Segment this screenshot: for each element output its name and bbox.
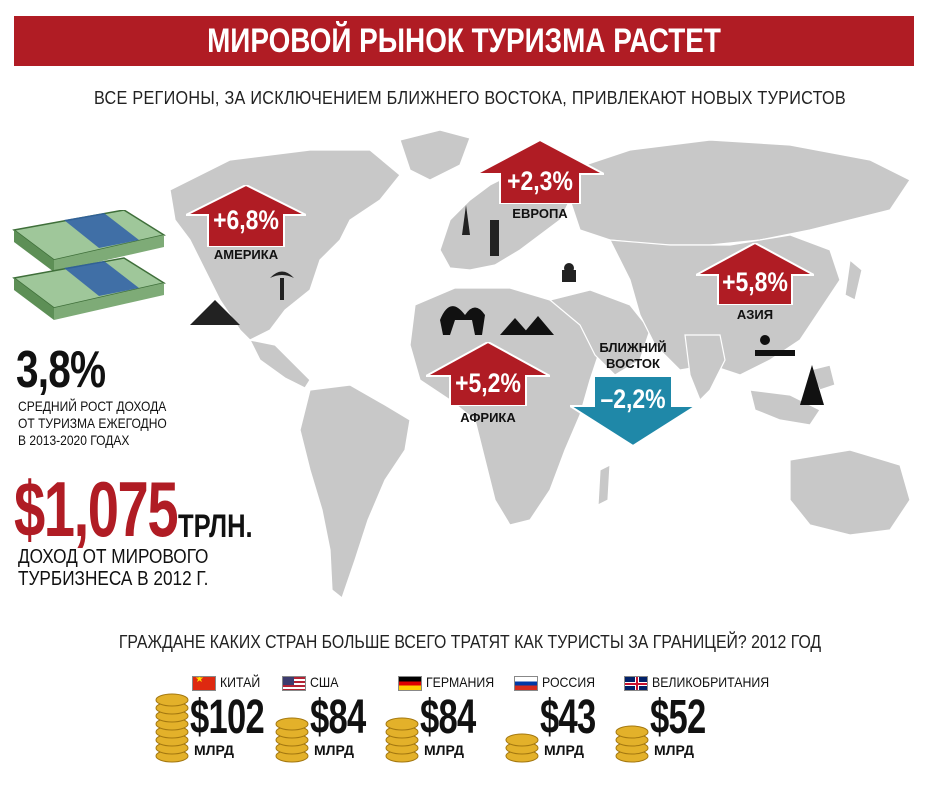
- country-amount: $84: [310, 691, 366, 744]
- russia-flag-icon: [514, 676, 538, 691]
- region-asia-label: АЗИЯ: [736, 307, 774, 322]
- income-description: ДОХОД ОТ МИРОВОГО ТУРБИЗНЕСА В 2012 Г.: [18, 546, 242, 590]
- country-name: США: [310, 674, 339, 690]
- germany-flag-icon: [398, 676, 422, 691]
- country-unit: МЛРД: [654, 742, 694, 758]
- coin-stack-icon: [275, 717, 309, 763]
- egypt-pyramids-icon: [500, 316, 554, 335]
- country-amount: $84: [420, 691, 476, 744]
- income-unit: ТРЛН.: [178, 508, 253, 544]
- country-china: ★ КИТАЙ $102 МЛРД: [152, 672, 282, 772]
- usa-flag-icon: [282, 676, 306, 691]
- region-america-value: +6,8%: [213, 205, 279, 235]
- down-arrow-icon: [570, 376, 696, 446]
- growth-value: 3,8%: [16, 341, 106, 399]
- region-america-label: АМЕРИКА: [213, 247, 279, 262]
- country-name: РОССИЯ: [542, 674, 596, 690]
- growth-desc-line-2: ОТ ТУРИЗМА ЕЖЕГОДНО: [18, 415, 167, 431]
- palm-tree-icon: [270, 271, 294, 300]
- region-middle-east-label: БЛИЖНИЙ ВОСТОК: [599, 340, 667, 371]
- country-unit: МЛРД: [314, 742, 354, 758]
- country-amount: $102: [190, 691, 265, 744]
- coin-stack-icon: [615, 725, 649, 763]
- country-name: КИТАЙ: [220, 674, 261, 690]
- coin-stack-icon: [505, 733, 539, 763]
- pisa-tower-icon: [490, 220, 499, 256]
- up-arrow-icon: [475, 138, 605, 205]
- country-amount: $43: [540, 691, 596, 744]
- growth-desc-line-3: В 2013-2020 ГОДАХ: [18, 432, 130, 448]
- income-value: $1,075: [14, 465, 179, 553]
- massage-icon: [755, 335, 795, 356]
- region-europe-label: ЕВРОПА: [512, 206, 568, 221]
- income-desc-line-1: ДОХОД ОТ МИРОВОГО: [18, 546, 209, 568]
- country-unit: МЛРД: [194, 742, 234, 758]
- china-flag-icon: ★: [192, 676, 216, 691]
- region-middle-east: БЛИЖНИЙ ВОСТОК –2,2%: [570, 340, 696, 448]
- region-asia-value: +5,8%: [722, 267, 788, 297]
- page-subtitle: ВСЕ РЕГИОНЫ, ЗА ИСКЛЮЧЕНИЕМ БЛИЖНЕГО ВОС…: [94, 88, 846, 108]
- up-arrow-icon: [185, 183, 307, 248]
- pyramid-icon: [190, 300, 240, 325]
- country-russia: РОССИЯ $43 МЛРД: [502, 672, 632, 772]
- region-africa: +5,2% АФРИКА: [425, 340, 551, 426]
- region-america: +6,8% АМЕРИКА: [185, 183, 307, 265]
- country-amount: $52: [650, 691, 706, 744]
- temple-icon: [800, 365, 824, 405]
- title-banner: МИРОВОЙ РЫНОК ТУРИЗМА РАСТЕТ: [14, 16, 914, 66]
- income-desc-line-2: ТУРБИЗНЕСА В 2012 Г.: [18, 568, 209, 590]
- mosque-icon: [562, 263, 576, 282]
- country-name: ВЕЛИКОБРИТАНИЯ: [652, 674, 770, 690]
- coin-stack-icon: [385, 717, 419, 763]
- country-unit: МЛРД: [544, 742, 584, 758]
- eiffel-tower-icon: [462, 205, 470, 235]
- region-europe-value: +2,3%: [507, 166, 573, 196]
- spending-title: ГРАЖДАНЕ КАКИХ СТРАН БОЛЬШЕ ВСЕГО ТРАТЯТ…: [118, 632, 822, 652]
- up-arrow-icon: [695, 241, 815, 306]
- region-middle-east-value: –2,2%: [600, 384, 666, 414]
- growth-desc-line-1: СРЕДНИЙ РОСТ ДОХОДА: [18, 398, 167, 414]
- up-arrow-icon: [425, 340, 551, 407]
- world-map: [169, 129, 911, 600]
- coin-stack-icon: [155, 693, 189, 763]
- region-africa-value: +5,2%: [455, 368, 521, 398]
- growth-description: СРЕДНИЙ РОСТ ДОХОДА ОТ ТУРИЗМА ЕЖЕГОДНО …: [18, 398, 190, 449]
- country-unit: МЛРД: [424, 742, 464, 758]
- region-africa-label: АФРИКА: [460, 410, 516, 425]
- page-title: МИРОВОЙ РЫНОК ТУРИЗМА РАСТЕТ: [207, 22, 721, 60]
- money-stack-icon: [12, 210, 166, 320]
- country-usa: США $84 МЛРД: [272, 672, 402, 772]
- country-name: ГЕРМАНИЯ: [426, 674, 495, 690]
- uk-flag-icon: [624, 676, 648, 691]
- region-europe: +2,3% ЕВРОПА: [475, 138, 605, 222]
- country-germany: ГЕРМАНИЯ $84 МЛРД: [382, 672, 512, 772]
- region-asia: +5,8% АЗИЯ: [695, 241, 815, 325]
- camel-icon: [440, 306, 485, 335]
- country-uk: ВЕЛИКОБРИТАНИЯ $52 МЛРД: [612, 672, 782, 772]
